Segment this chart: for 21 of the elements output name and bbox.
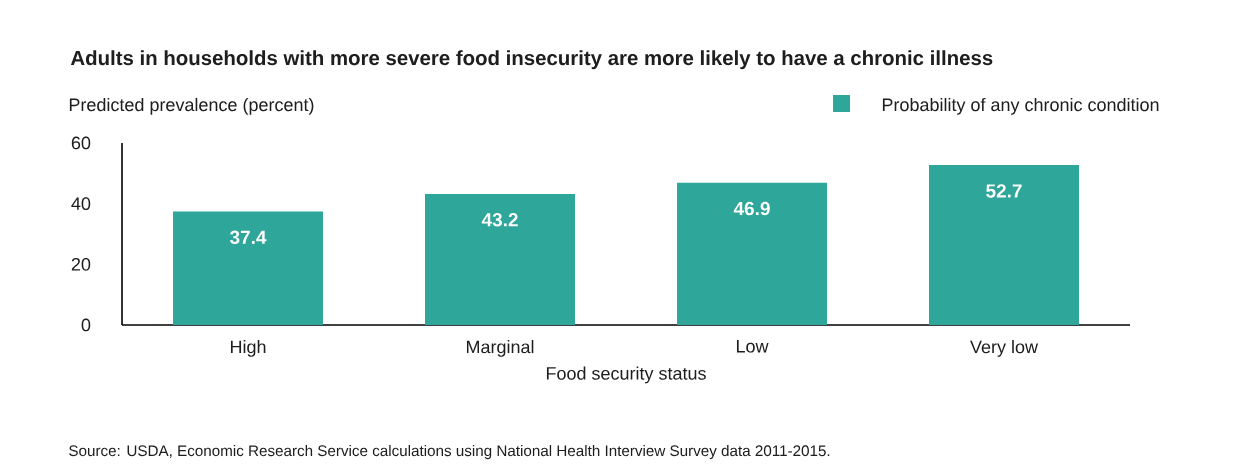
data-label: 37.4 bbox=[229, 230, 267, 245]
legend-label: Probability of any chronic condition bbox=[882, 97, 1159, 115]
source-note: Source: USDA, Economic Research Service calculations using National Health Interview Survey data 2011-2015. bbox=[69, 444, 830, 460]
x-tick-label: High bbox=[230, 340, 266, 357]
y-tick-label: 0 bbox=[81, 318, 91, 332]
bar bbox=[425, 193, 576, 325]
data-label: 46.9 bbox=[733, 201, 770, 216]
y-tick-label: 60 bbox=[71, 136, 91, 150]
data-label: 43.2 bbox=[481, 213, 518, 227]
x-tick-label: Low bbox=[736, 340, 769, 353]
chart-title: Adults in households with more severe food insecurity are more likely to have a chronic illness bbox=[70, 50, 993, 70]
data-label: 52.7 bbox=[986, 184, 1022, 198]
x-axis-title: Food security status bbox=[546, 366, 706, 384]
bar bbox=[677, 182, 827, 325]
x-tick-label: Marginal bbox=[466, 340, 534, 357]
bar bbox=[173, 211, 324, 325]
x-tick-label: Very low bbox=[970, 340, 1039, 357]
bar bbox=[929, 165, 1079, 325]
y-axis-title: Predicted prevalence (percent) bbox=[69, 97, 314, 115]
y-tick-label: 40 bbox=[71, 197, 91, 211]
y-tick-label: 20 bbox=[71, 257, 91, 271]
